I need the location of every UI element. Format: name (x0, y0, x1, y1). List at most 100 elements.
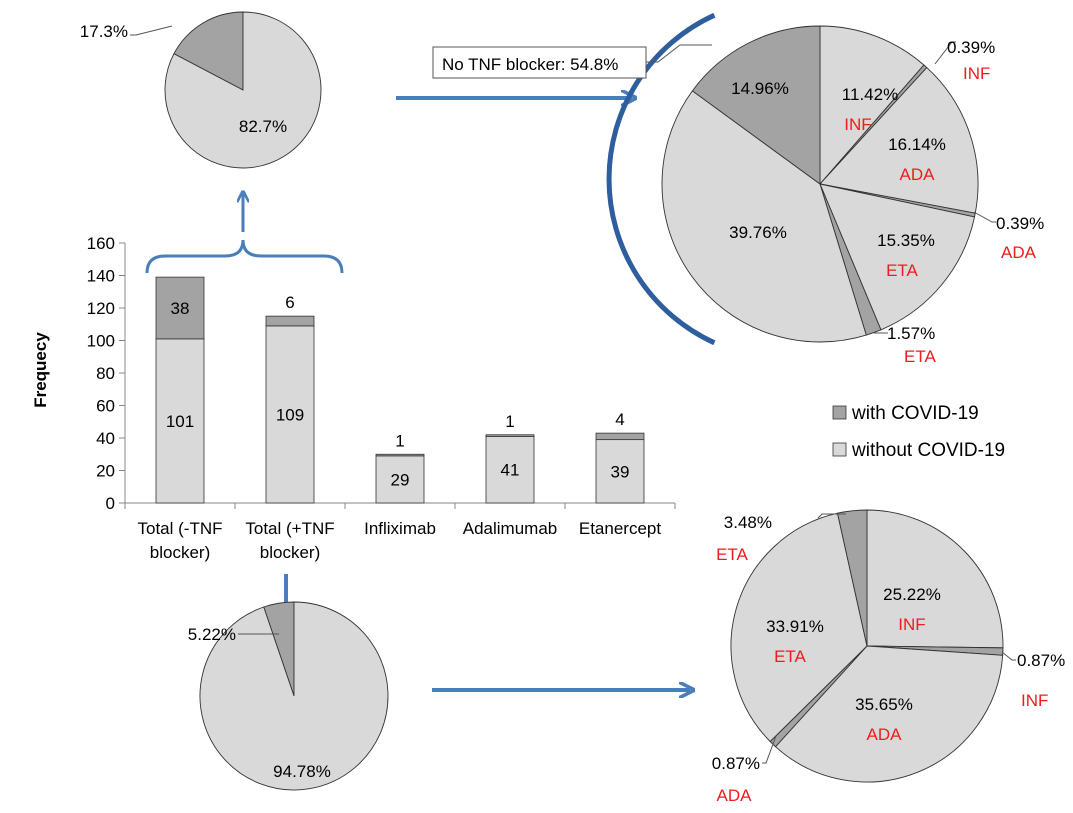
y-tick-label: 160 (87, 234, 115, 253)
pie-drug-label: INF (1021, 691, 1048, 710)
pie-label: 0.87% (1017, 651, 1065, 670)
pie-slice (661, 90, 867, 343)
bar-label-without: 29 (391, 470, 410, 489)
pie-label: 3.48% (724, 513, 772, 532)
pie-slice (691, 25, 821, 185)
bar-with-covid (375, 453, 425, 457)
pie-label: 14.96% (731, 79, 789, 98)
annotation-box (432, 46, 647, 79)
pie-drug-label: ADA (1001, 243, 1037, 262)
pie-minus-tnf: 82.7% 17.3% (80, 11, 322, 169)
pie-label: 16.14% (888, 135, 946, 154)
pie-label: 39.76% (729, 223, 787, 242)
y-tick-label: 120 (87, 299, 115, 318)
category-label: blocker) (260, 543, 320, 562)
y-tick-label: 80 (96, 364, 115, 383)
pie-label: 15.35% (877, 231, 935, 250)
y-tick-label: 140 (87, 267, 115, 286)
grouping-brace (145, 239, 344, 274)
pie-slice (819, 66, 979, 214)
no-tnf-annotation: No TNF blocker: 54.8% (432, 44, 712, 79)
y-tick-label: 20 (96, 462, 115, 481)
pie-drug-label: ADA (867, 725, 903, 744)
pie-label: 35.65% (855, 695, 913, 714)
bar-marks: 101 38 Total (-TNF blocker) 109 6 Total (+TNF b… (138, 276, 661, 562)
pie-drug-label: ETA (716, 545, 748, 564)
bar-without-covid (595, 439, 645, 504)
bar-without-covid (265, 325, 315, 504)
bar-label-without: 109 (276, 405, 304, 424)
legend-label-with: with COVID-19 (851, 403, 979, 424)
pie-slice (199, 601, 389, 791)
y-axis-label: Frequecy (31, 332, 50, 408)
leader-line (973, 211, 996, 223)
bar-axes: 0 20 40 60 80 100 120 140 160 (87, 234, 676, 513)
connectors (145, 12, 716, 690)
pie-label: 25.22% (883, 585, 941, 604)
bar-label-without: 101 (166, 412, 194, 431)
pie-label: 17.3% (80, 22, 128, 41)
bar-label-with: 4 (615, 410, 624, 429)
pie-slice (164, 11, 322, 169)
y-tick-label: 100 (87, 332, 115, 351)
pie-label: 33.91% (766, 617, 824, 636)
category-label: Infliximab (364, 519, 436, 538)
pie-label: 0.39% (947, 38, 995, 57)
bar-label-without: 41 (501, 461, 520, 480)
pie-drug-label: ETA (904, 347, 936, 366)
bar-chart: 0 20 40 60 80 100 120 140 160 101 38 Total (-TNF bl… (31, 234, 1005, 562)
pie-drug-label: ADA (900, 165, 936, 184)
pie-drug-label: ADA (717, 786, 753, 805)
pie-minus-tnf-breakdown: 11.42% INF 16.14% ADA 15.35% ETA 39.76% 14.96% 0… (661, 25, 1044, 366)
pie-plus-tnf-breakdown: 25.22% INF 35.65% ADA 33.91% ETA 0.87% INF 0.87%… (712, 509, 1065, 805)
pie-drug-label: INF (898, 615, 925, 634)
annotation-leader (646, 44, 712, 63)
pie-label: 94.78% (273, 762, 331, 781)
bar-label-with: 6 (285, 293, 294, 312)
bar-label-with: 1 (505, 412, 514, 431)
leader-line (1001, 651, 1016, 661)
pie-label: 0.87% (712, 754, 760, 773)
category-label: Etanercept (579, 519, 661, 538)
annotation-text: No TNF blocker: 54.8% (442, 55, 618, 74)
pie-drug-label: ETA (886, 261, 918, 280)
bar-with-covid (265, 315, 315, 327)
legend-label-without: without COVID-19 (851, 440, 1005, 461)
leader-line (817, 513, 846, 519)
bar-without-covid (375, 455, 425, 504)
category-label: Total (+TNF (245, 519, 334, 538)
pie-label: 0.39% (996, 214, 1044, 233)
category-label: Total (-TNF (138, 519, 223, 538)
pie-label: 5.22% (188, 625, 236, 644)
pie-slice (866, 509, 1004, 649)
pie-slice (819, 25, 925, 186)
pie-plus-tnf: 94.78% 5.22% (188, 601, 389, 791)
bar-label-without: 39 (611, 462, 630, 481)
legend: with COVID-19 without COVID-19 (832, 403, 1005, 461)
pie-label: 1.57% (887, 324, 935, 343)
pie-slice (730, 512, 868, 743)
pie-drug-label: INF (963, 64, 990, 83)
bar-without-covid (485, 435, 535, 504)
pie-slice (173, 11, 244, 91)
leader-line (130, 25, 173, 36)
bar-with-covid (595, 432, 645, 441)
no-tnf-arc (606, 12, 716, 346)
bar-with-covid (485, 434, 535, 437)
pie-label: 82.7% (239, 117, 287, 136)
legend-swatch-with (832, 405, 847, 420)
leader-line (934, 41, 956, 65)
legend-swatch-without (832, 442, 847, 457)
pie-drug-label: ETA (774, 647, 806, 666)
bar-label-with: 38 (171, 299, 190, 318)
leader-line (762, 735, 777, 764)
y-tick-label: 0 (106, 494, 115, 513)
pie-drug-label: INF (844, 115, 871, 134)
y-tick-label: 60 (96, 397, 115, 416)
y-tick-label: 40 (96, 429, 115, 448)
category-label: Adalimumab (463, 519, 558, 538)
pie-slice (774, 645, 1004, 783)
category-label: blocker) (150, 543, 210, 562)
pie-slice (819, 183, 976, 331)
